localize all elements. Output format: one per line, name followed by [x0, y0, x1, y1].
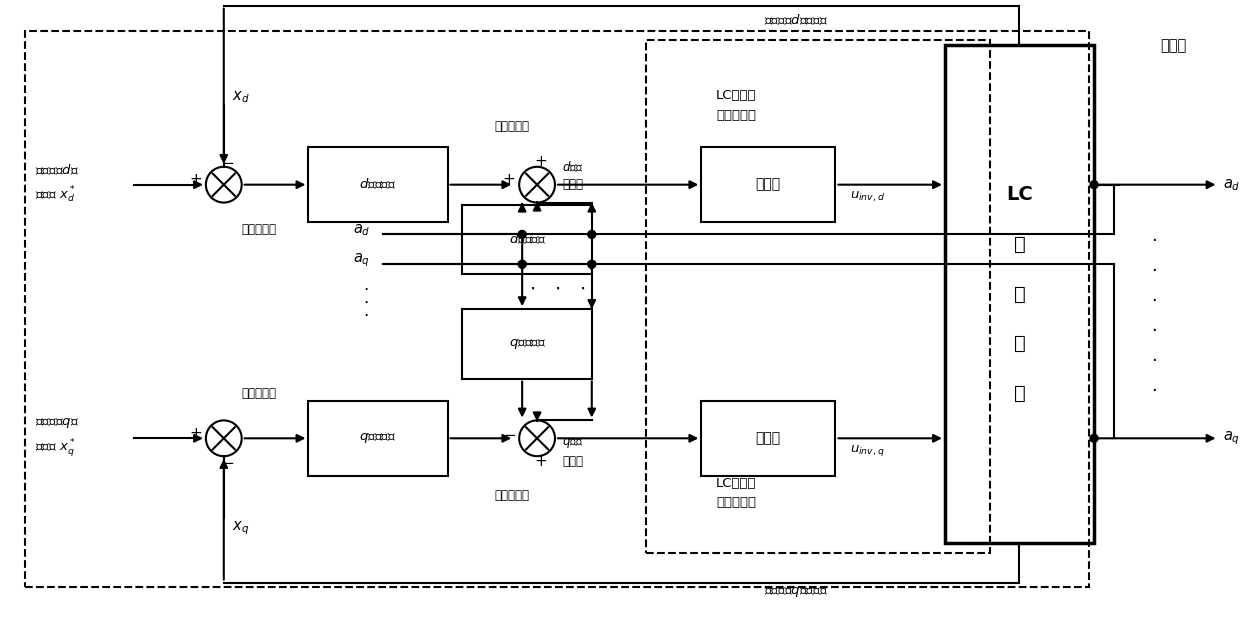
Text: $\cdot$: $\cdot$: [363, 293, 368, 311]
Bar: [309, 401, 448, 475]
Text: 电容电压$d$轴: 电容电压$d$轴: [35, 163, 79, 177]
Text: 器等效增益: 器等效增益: [715, 496, 756, 509]
Text: $\cdot$: $\cdot$: [1151, 379, 1157, 397]
Bar: [309, 147, 448, 222]
Text: $\cdot$: $\cdot$: [579, 279, 585, 298]
Text: $\cdot$: $\cdot$: [1151, 260, 1157, 278]
Text: +: +: [190, 426, 202, 441]
Text: 制信号: 制信号: [562, 455, 583, 468]
Text: 制信号: 制信号: [562, 178, 583, 191]
Text: $d$轴补偿器: $d$轴补偿器: [508, 232, 546, 246]
Text: $q$轴补偿器: $q$轴补偿器: [508, 337, 546, 351]
Text: 第一加法器: 第一加法器: [241, 223, 277, 236]
Text: $\cdot$: $\cdot$: [1151, 320, 1157, 338]
Circle shape: [518, 260, 526, 268]
Text: +: +: [190, 172, 202, 187]
Text: 第四加法器: 第四加法器: [495, 490, 529, 503]
Text: $d$轴调: $d$轴调: [562, 160, 583, 174]
Text: 型: 型: [1013, 235, 1025, 254]
Text: $-$: $-$: [221, 154, 234, 170]
Circle shape: [518, 230, 526, 238]
Text: $q$轴控制器: $q$轴控制器: [360, 431, 397, 445]
Text: $q$轴调: $q$轴调: [562, 436, 583, 450]
Text: $-$: $-$: [502, 426, 516, 441]
Bar: [701, 401, 836, 475]
Text: $a_d$: $a_d$: [1224, 177, 1240, 193]
Text: $a_q$: $a_q$: [353, 251, 371, 269]
Text: 放大器: 放大器: [755, 178, 781, 192]
Text: 第二加法器: 第二加法器: [241, 387, 277, 400]
Circle shape: [1090, 435, 1099, 443]
Text: 滤: 滤: [1013, 285, 1025, 303]
Text: $u_{inv,d}$: $u_{inv,d}$: [851, 189, 885, 204]
Text: $x_q$: $x_q$: [232, 519, 249, 537]
Text: $\cdot$: $\cdot$: [1151, 290, 1157, 308]
Text: $-$: $-$: [221, 454, 234, 469]
Circle shape: [588, 230, 595, 238]
Text: 给定量 $x_q^*$: 给定量 $x_q^*$: [35, 437, 76, 459]
Text: 波: 波: [1013, 334, 1025, 353]
Text: $d$轴控制器: $d$轴控制器: [360, 178, 397, 192]
Text: LC: LC: [1006, 185, 1033, 204]
Text: +: +: [534, 154, 547, 170]
Text: 器: 器: [1013, 384, 1025, 403]
Text: 电容电压$q$轴: 电容电压$q$轴: [35, 417, 79, 430]
Bar: [463, 309, 591, 379]
Text: $a_d$: $a_d$: [353, 223, 371, 238]
Text: 放大器: 放大器: [755, 431, 781, 445]
Text: $\cdot$: $\cdot$: [529, 279, 536, 298]
Text: 给定量 $x_d^*$: 给定量 $x_d^*$: [35, 184, 76, 205]
Text: 电容电压$d$轴输出量: 电容电压$d$轴输出量: [764, 14, 827, 28]
Bar: [701, 147, 836, 222]
Bar: [25, 30, 1089, 587]
Text: $x_d$: $x_d$: [232, 89, 249, 105]
Text: +: +: [534, 454, 547, 469]
Bar: [945, 45, 1094, 543]
Text: $u_{inv,q}$: $u_{inv,q}$: [851, 443, 885, 457]
Text: $\cdot$: $\cdot$: [1151, 350, 1157, 368]
Text: $\cdot$: $\cdot$: [363, 280, 368, 298]
Text: 电容电压$q$轴输出量: 电容电压$q$轴输出量: [764, 586, 827, 599]
Text: $\cdot$: $\cdot$: [1151, 230, 1157, 248]
Bar: [646, 40, 990, 553]
Text: LC型变换: LC型变换: [715, 477, 756, 490]
Circle shape: [588, 260, 595, 268]
Text: +: +: [503, 172, 516, 187]
Bar: [463, 204, 591, 274]
Text: 器等效增益: 器等效增益: [715, 108, 756, 121]
Text: 第三加法器: 第三加法器: [495, 121, 529, 134]
Text: 状态量: 状态量: [1161, 38, 1187, 53]
Circle shape: [1090, 181, 1099, 189]
Text: $a_q$: $a_q$: [1224, 430, 1240, 447]
Text: $\cdot$: $\cdot$: [554, 279, 560, 298]
Text: LC型变换: LC型变换: [715, 89, 756, 102]
Text: $\cdot$: $\cdot$: [363, 306, 368, 324]
